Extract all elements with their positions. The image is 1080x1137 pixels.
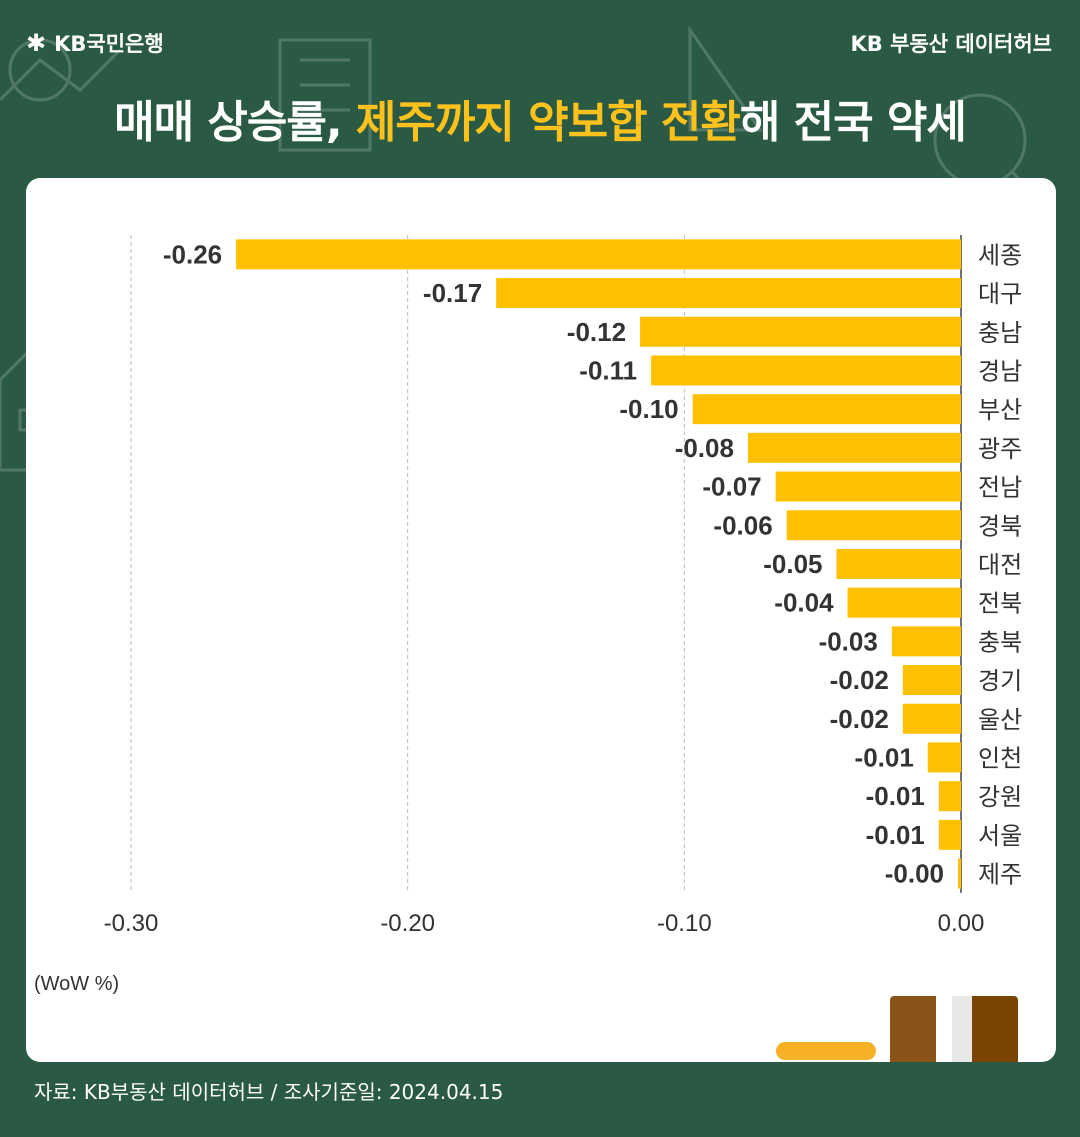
bar	[938, 781, 961, 812]
category-label: 충북	[978, 628, 1022, 656]
data-label: -0.17	[423, 278, 482, 308]
category-label: 부산	[978, 396, 1022, 424]
bar	[927, 742, 961, 773]
category-label: 인천	[978, 744, 1022, 772]
decoration-block	[972, 996, 1018, 1062]
category-label: 충남	[978, 319, 1022, 347]
data-label: -0.06	[713, 510, 772, 540]
chart-card: -0.30 -0.20 -0.10 0.00 -0.26 세종 -0.17 대구 -0.12 충남…	[26, 178, 1056, 1062]
bar	[775, 471, 961, 502]
category-label: 서울	[978, 822, 1022, 850]
page-title: 매매 상승률, 제주까지 약보합 전환해 전국 약세	[0, 86, 1080, 150]
data-label: -0.11	[579, 355, 637, 385]
hub-title: KB 부동산 데이터허브	[850, 32, 1052, 56]
data-label: -0.02	[830, 704, 889, 734]
data-label: -0.05	[763, 549, 822, 579]
brand-name: KB국민은행	[54, 32, 164, 56]
title-highlight: 제주까지 약보합 전환	[355, 97, 741, 148]
category-label: 울산	[978, 706, 1022, 734]
source-note: 자료: KB부동산 데이터허브 / 조사기준일: 2024.04.15	[34, 1080, 504, 1104]
category-label: 경북	[978, 512, 1022, 540]
decoration-pill	[776, 1042, 876, 1060]
brand-logo: ✱ KB국민은행	[26, 28, 164, 58]
x-tick-label: -0.30	[104, 910, 159, 937]
title-part2: 해 전국 약세	[739, 97, 967, 148]
category-label: 광주	[978, 435, 1022, 463]
bar	[938, 819, 961, 850]
bar	[786, 510, 961, 541]
data-label: -0.01	[866, 820, 925, 850]
bar	[847, 587, 961, 618]
title-part1: 매매 상승률,	[114, 97, 356, 148]
bar	[640, 316, 961, 347]
bar	[496, 278, 961, 309]
category-label: 세종	[978, 241, 1022, 269]
category-label: 대구	[978, 280, 1022, 308]
bar	[236, 239, 962, 270]
data-label: -0.01	[855, 742, 914, 772]
bar	[902, 703, 961, 734]
category-label: 제주	[978, 861, 1022, 889]
data-label: -0.03	[819, 626, 878, 656]
category-label: 경남	[978, 357, 1022, 385]
bar	[836, 548, 961, 579]
data-label: -0.12	[567, 317, 626, 347]
decoration-block	[890, 996, 936, 1062]
kb-star-icon: ✱	[26, 29, 47, 57]
bar-chart: -0.30 -0.20 -0.10 0.00 -0.26 세종 -0.17 대구 -0.12 충남…	[104, 235, 1022, 937]
bar	[747, 432, 961, 463]
data-label: -0.26	[163, 239, 222, 269]
unit-label: (WoW %)	[34, 973, 120, 995]
data-label: -0.01	[866, 781, 925, 811]
category-label: 강원	[978, 783, 1022, 811]
category-label: 전북	[978, 590, 1022, 618]
x-tick-label: 0.00	[938, 910, 985, 937]
bar	[692, 394, 961, 425]
bar	[651, 355, 961, 386]
x-tick-label: -0.10	[657, 910, 712, 937]
bar	[902, 665, 961, 696]
bar	[958, 858, 961, 889]
bar	[891, 626, 961, 657]
data-label: -0.04	[774, 588, 834, 618]
category-label: 경기	[978, 667, 1022, 695]
decoration-block	[952, 996, 974, 1062]
data-label: -0.08	[675, 433, 734, 463]
data-label: -0.00	[885, 859, 944, 889]
data-label: -0.10	[619, 394, 678, 424]
data-label: -0.07	[702, 472, 761, 502]
data-label: -0.02	[830, 665, 889, 695]
category-label: 대전	[978, 551, 1022, 579]
x-tick-label: -0.20	[380, 910, 435, 937]
category-label: 전남	[978, 474, 1022, 502]
